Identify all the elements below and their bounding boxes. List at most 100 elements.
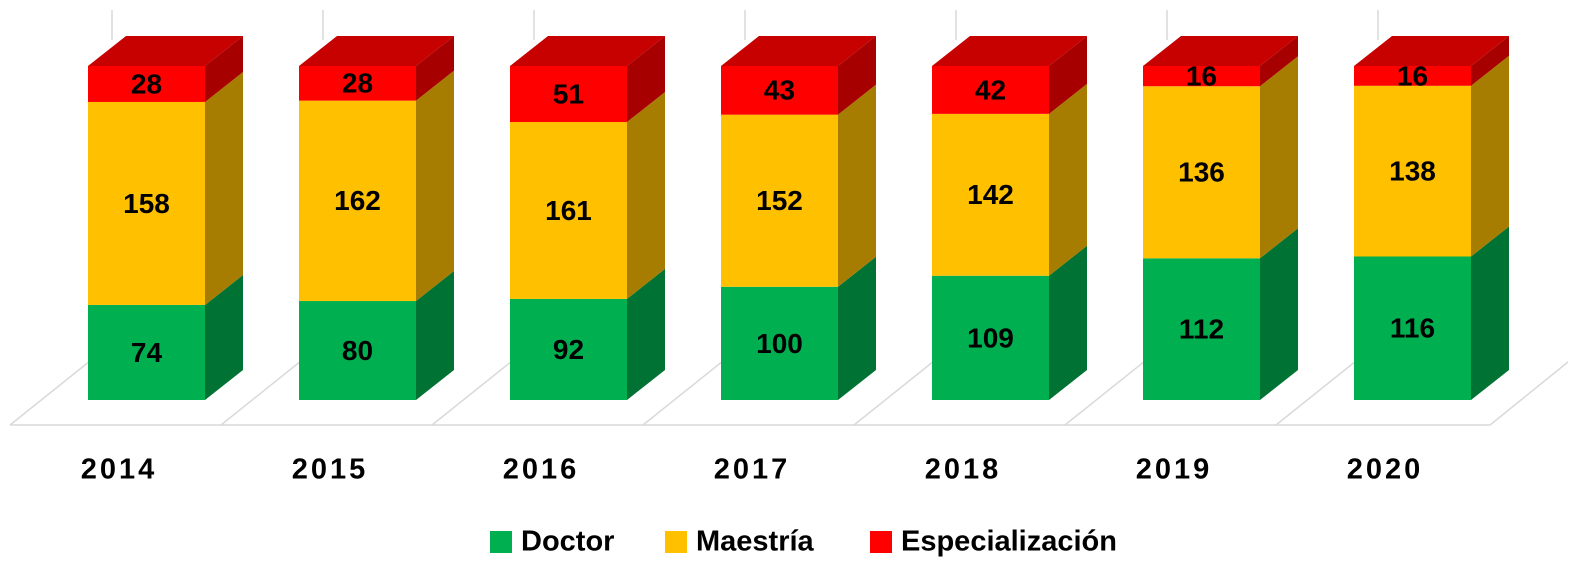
bar-side [1260,56,1298,259]
bar-side [416,70,454,302]
bar-top [299,36,454,66]
x-tick-label: 2019 [1136,454,1213,486]
data-label: 74 [131,337,163,368]
x-tick-label: 2016 [503,454,580,486]
bar-top [510,36,665,66]
bar-side [627,92,665,299]
legend-swatch [490,531,512,553]
bar-side [1260,36,1298,87]
legend-item: Maestría [665,526,815,558]
legend-label: Doctor [521,526,614,558]
data-label: 152 [756,185,803,216]
floor [10,361,1569,426]
bar-side [1471,55,1509,257]
data-label: 142 [967,179,1014,210]
data-label: 16 [1186,61,1217,92]
data-label: 109 [967,322,1014,353]
data-label: 136 [1178,157,1225,188]
bar-front [932,66,1049,114]
bar-front [510,122,627,299]
bar-segment [721,36,876,115]
bar-front [510,66,627,123]
bar-front [1143,86,1260,259]
bar-side [1049,36,1087,114]
bar-side [416,36,454,101]
bar-segment [1354,226,1509,400]
data-label: 100 [756,328,803,359]
bar-side [627,36,665,123]
data-label: 116 [1390,313,1435,344]
bar-side [838,84,876,287]
bar-segment [932,36,1087,114]
bar-segment [1354,55,1509,257]
bar-segment [721,256,876,400]
bar-segment [88,36,243,102]
legend-swatch [665,531,687,553]
x-tick-label: 2015 [292,454,369,486]
bar-front [721,114,838,287]
bar-side [205,71,243,305]
legend-label: Especialización [901,526,1117,558]
bar-front [721,286,838,400]
bar-side [1471,36,1509,86]
bar-segment [721,84,876,287]
data-label: 43 [764,75,795,106]
bar-side [205,274,243,400]
data-label: 162 [334,185,381,216]
data-label: 28 [342,68,373,99]
bar-segment [1143,56,1298,259]
bar-segment [510,36,665,123]
legend-swatch [870,531,892,553]
bar-segment [510,268,665,400]
bar-front [1143,258,1260,400]
bar-front [1354,66,1471,86]
bar-front [1143,66,1260,87]
bar-side [1260,228,1298,400]
legend-item: Especialización [870,526,1117,558]
bar-front [299,66,416,101]
data-label: 138 [1389,156,1436,187]
bar-side [1049,83,1087,276]
bar-front [932,113,1049,276]
bar-top [88,36,243,66]
bar-front [299,100,416,302]
bar-side [1049,245,1087,400]
x-tick-label: 2018 [925,454,1002,486]
bar-top [1354,36,1509,66]
bar-front [1354,85,1471,257]
data-label: 42 [975,74,1006,105]
bar-segment [299,271,454,400]
bar-side [1471,226,1509,400]
x-tick-label: 2014 [81,454,158,486]
legend-item: Doctor [490,526,614,558]
data-label: 92 [553,334,584,365]
data-label: 161 [545,195,592,226]
x-tick-label: 2017 [714,454,791,486]
data-label: 112 [1179,314,1224,345]
bar-front [299,301,416,400]
bar-segment [1143,36,1298,87]
data-label: 80 [342,335,373,366]
data-label: 158 [123,188,170,219]
bar-front [932,275,1049,400]
bar-front [88,101,205,305]
bar-segment [88,71,243,305]
bar-front [88,304,205,400]
bar-top [1143,36,1298,66]
bar-front [88,66,205,102]
bar-side [838,256,876,400]
bar-segment [932,245,1087,400]
bar-segment [1354,36,1509,86]
bar-side [205,36,243,102]
bar-front [1354,256,1471,400]
data-label: 28 [131,68,162,99]
bar-front [510,298,627,400]
bar-front [721,66,838,115]
bar-side [838,36,876,115]
data-label: 16 [1397,60,1428,91]
x-tick-label: 2020 [1347,454,1424,486]
legend-label: Maestría [696,526,815,558]
bar-side [416,271,454,400]
bar-side [627,268,665,400]
